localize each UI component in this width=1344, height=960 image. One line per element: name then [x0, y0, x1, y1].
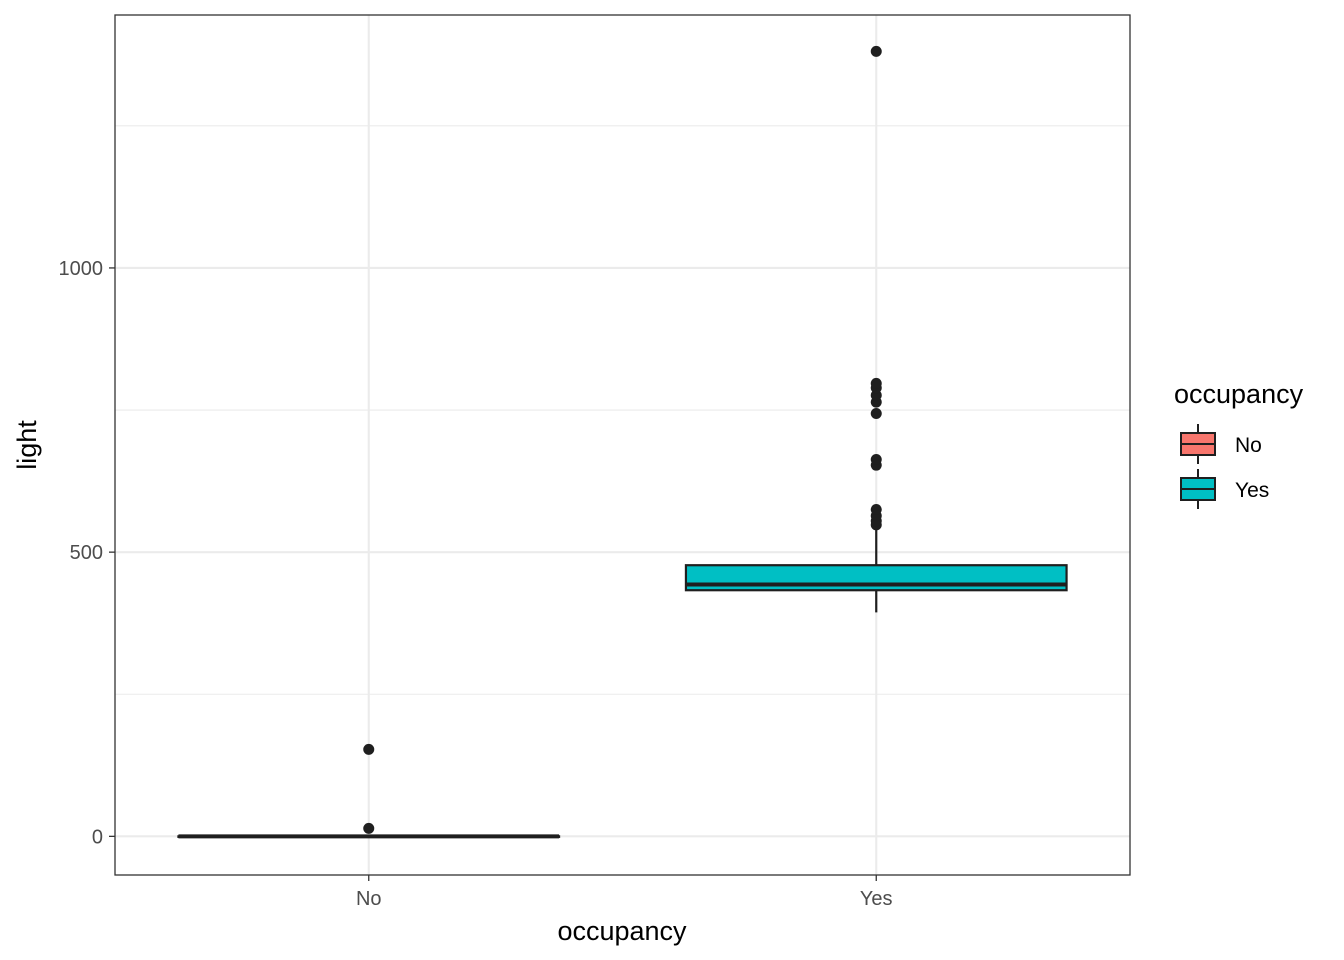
y-tick-label: 0 [92, 826, 103, 848]
x-axis-title: occupancy [557, 916, 687, 946]
box-no [177, 743, 561, 839]
legend-item-yes: Yes [1180, 469, 1269, 509]
legend-label: No [1235, 434, 1262, 457]
outlier-point [870, 504, 882, 516]
outlier-point [363, 822, 375, 834]
plot-panel-border [114, 14, 1131, 876]
x-tick-label: Yes [860, 888, 893, 910]
box-yes [684, 45, 1068, 613]
outlier-point [363, 743, 375, 755]
outlier-point [870, 453, 882, 465]
x-tick-label: No [356, 888, 382, 910]
y-axis-title: light [12, 420, 42, 470]
legend-item-no: No [1180, 424, 1262, 464]
outlier-point [870, 377, 882, 389]
outlier-point [870, 407, 882, 419]
y-tick-label: 1000 [59, 258, 104, 280]
y-tick-label: 500 [70, 542, 103, 564]
legend-title: occupancy [1174, 379, 1304, 409]
box-layer [177, 45, 1068, 839]
legend: occupancy No Yes [1174, 379, 1304, 509]
legend-items: No Yes [1180, 424, 1269, 509]
axis-layer: 0 500 1000 No Yes [59, 258, 893, 910]
legend-label: Yes [1235, 479, 1269, 502]
outlier-point [870, 45, 882, 57]
